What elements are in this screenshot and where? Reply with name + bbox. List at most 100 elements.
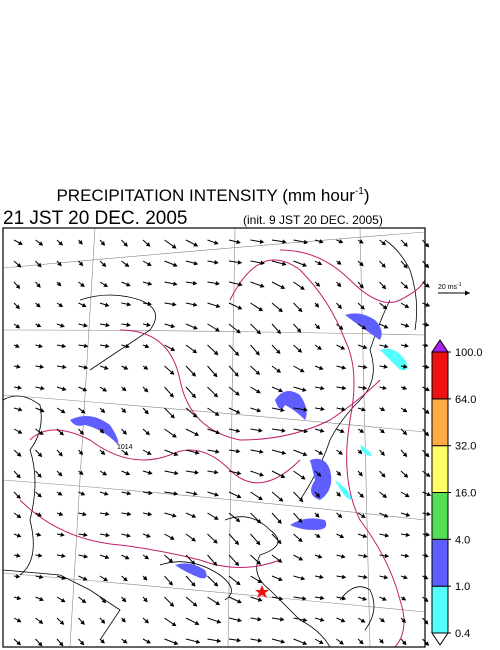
wind-arrow-head xyxy=(214,492,219,497)
wind-arrow-head xyxy=(36,532,42,537)
wind-arrow-head xyxy=(124,262,130,267)
wind-arrow-head xyxy=(60,532,65,537)
wind-arrow-head xyxy=(79,640,85,646)
wind-arrow-head xyxy=(99,428,105,434)
wind-arrow-head xyxy=(296,328,302,333)
wind-arrow-head xyxy=(280,284,286,289)
wind-arrow-head xyxy=(402,452,408,458)
wind-arrow-head xyxy=(280,473,286,478)
wind-arrow-head xyxy=(146,533,151,538)
wind-arrow-head xyxy=(401,618,407,624)
wind-arrow-head xyxy=(259,239,265,244)
wind-arrow-head xyxy=(319,428,325,433)
wind-arrow-head xyxy=(35,302,41,308)
wind-arrow-head xyxy=(336,260,342,265)
wind-arrow-head xyxy=(403,263,408,269)
wind-arrow-head xyxy=(100,408,106,414)
wind-arrow-head xyxy=(236,494,242,499)
wind-arrow-head xyxy=(104,491,109,496)
wind-arrow-head xyxy=(192,602,198,607)
wind-arrow-head xyxy=(213,515,219,520)
wind-arrow-head xyxy=(341,596,347,601)
title-end: ) xyxy=(364,186,370,205)
wind-arrow-head xyxy=(172,513,177,518)
wind-arrow-head xyxy=(278,497,284,502)
wind-arrow-head xyxy=(277,539,282,545)
wind-arrow-head xyxy=(404,553,410,559)
wind-arrow-head xyxy=(125,471,131,476)
wind-arrow-head xyxy=(358,471,363,477)
wind-arrow-head xyxy=(281,450,287,455)
wind-arrow-head xyxy=(37,512,42,517)
wind-arrow-head xyxy=(302,640,308,646)
wind-arrow-head xyxy=(237,617,242,623)
wind-arrow-head xyxy=(83,554,89,559)
wind-arrow-head xyxy=(195,639,201,644)
wind-ref-label: 20 ms-1 xyxy=(438,282,462,291)
wind-arrow-head xyxy=(16,513,22,519)
wind-arrow-head xyxy=(382,596,387,601)
wind-arrow-head xyxy=(18,407,23,412)
wind-arrow-head xyxy=(39,408,45,413)
wind-arrow-head xyxy=(383,364,389,369)
wind-arrow-head xyxy=(278,596,284,601)
wind-arrow-head xyxy=(126,322,131,328)
wind-arrow-head xyxy=(212,372,218,378)
colorbar-over xyxy=(431,339,449,353)
wind-arrow-head xyxy=(317,260,323,265)
wind-arrow-head xyxy=(362,385,368,391)
wind-arrow-head xyxy=(172,302,177,307)
wind-arrow-head xyxy=(341,365,347,370)
wind-arrow-head xyxy=(258,495,263,501)
wind-arrow-head xyxy=(61,553,66,559)
wind-arrow-head xyxy=(16,640,21,646)
colorbar-segment xyxy=(431,585,449,634)
wind-arrow-head xyxy=(102,471,108,476)
wind-arrow-head xyxy=(191,581,196,587)
wind-arrow-head xyxy=(215,600,221,606)
wind-arrow-head xyxy=(100,241,106,246)
colorbar-label: 1.0 xyxy=(455,581,470,593)
wind-arrow-head xyxy=(300,576,306,581)
wind-arrow-head xyxy=(123,365,129,370)
wind-arrow-head xyxy=(122,430,127,435)
wind-arrow-head xyxy=(147,301,152,307)
wind-arrow-head xyxy=(191,537,196,542)
wind-arrow-head xyxy=(336,471,342,476)
wind-arrow-head xyxy=(381,240,387,246)
wind-arrow-head xyxy=(143,365,149,370)
wind-arrow-head xyxy=(36,323,42,328)
wind-arrow-head xyxy=(60,408,66,414)
wind-arrow-head xyxy=(339,640,344,645)
wind-arrow-head xyxy=(338,450,343,455)
wind-arrow-head xyxy=(341,385,347,391)
wind-arrow-head xyxy=(37,262,42,268)
wind-arrow-head xyxy=(171,244,177,249)
wind-arrow-head xyxy=(105,532,110,538)
wind-arrow-head xyxy=(258,428,263,433)
wind-arrow-head xyxy=(234,351,240,357)
wind-arrow-head xyxy=(80,282,85,288)
wind-arrow-head xyxy=(404,493,410,498)
wind-arrow-head xyxy=(360,305,365,310)
wind-arrow-head xyxy=(235,580,241,586)
isobar-label: 1014 xyxy=(117,444,133,451)
wind-arrow-head xyxy=(173,491,179,496)
wind-arrow-head xyxy=(103,282,109,287)
wind-arrow-head xyxy=(148,470,153,475)
wind-arrow-head xyxy=(194,450,200,455)
wind-arrow-head xyxy=(174,470,179,476)
wind-arrow-head xyxy=(212,561,218,567)
wind-arrow-head xyxy=(82,511,87,517)
wind-arrow-head xyxy=(315,324,321,330)
wind-arrow-head xyxy=(58,302,64,308)
wind-arrow-head xyxy=(255,540,261,546)
wind-arrow-head xyxy=(121,617,126,623)
wind-arrow-head xyxy=(215,281,220,286)
wind-arrow-head xyxy=(303,428,309,434)
wind-arrow-head xyxy=(235,409,241,414)
wind-arrow-head xyxy=(38,430,44,436)
colorbar-segment xyxy=(431,538,449,587)
wind-arrow-head xyxy=(215,303,221,309)
